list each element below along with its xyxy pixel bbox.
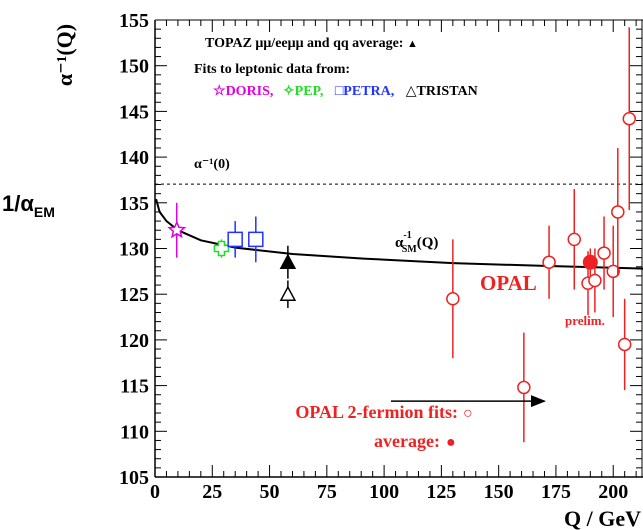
x-axis-title: Q / GeV	[564, 506, 641, 530]
opal-fits-text: OPAL 2-fermion fits:	[295, 402, 458, 422]
axes: 105 110 115 120 125 130 135 140 145 150 155 0 25 50 75…	[119, 10, 643, 503]
petra-point	[227, 221, 243, 258]
legend-petra-marker: □	[335, 84, 344, 99]
x-tick-label: 25	[202, 481, 222, 503]
prelim-label: prelim.	[565, 313, 605, 328]
reference-line-label: α⁻¹(0)	[194, 157, 230, 172]
legend-topaz-text: TOPAZ μμ/eeμμ and qq average:	[205, 36, 403, 51]
opal-average-label: average:	[374, 431, 440, 451]
y-tick-label: 125	[119, 284, 149, 306]
opal-fits-label: OPAL 2-fermion fits:	[295, 402, 458, 422]
sm-curve-label-tail: (Q)	[417, 235, 439, 251]
topaz-point	[279, 245, 297, 279]
opal-2-fermion-fits-marker	[622, 111, 637, 126]
opal-2-fermion-fits-point	[606, 225, 620, 318]
y-tick-label: 155	[119, 10, 149, 32]
opal-average-marker: ●	[446, 434, 456, 451]
legend: TOPAZ μμ/eeμμ and qq average: ▲ Fits to …	[194, 36, 478, 99]
y-tick-label: 140	[119, 147, 149, 169]
opal-2-fermion-fits-marker	[588, 273, 602, 288]
petra-marker	[227, 231, 243, 248]
opal-2-fermion-fits-point	[446, 239, 460, 359]
data-points	[167, 27, 637, 443]
legend-tristan-marker: △	[406, 84, 417, 99]
legend-doris-marker: ☆	[213, 83, 226, 99]
opal-2-fermion-fits-marker	[597, 246, 611, 260]
legend-fits-line: Fits to leptonic data from:	[194, 62, 350, 77]
sm-curve-label: α-1 SM(Q)	[395, 230, 438, 255]
opal-label: OPAL	[480, 271, 537, 295]
legend-tristan-label: TRISTAN	[417, 84, 478, 99]
doris-point	[167, 202, 187, 258]
legend-topaz-line: TOPAZ μμ/eeμμ and qq average: ▲	[205, 36, 418, 51]
legend-doris-label: DORIS,	[226, 84, 274, 99]
tristan-marker	[279, 285, 297, 301]
opal-2-fermion-fits-point	[611, 147, 625, 276]
opal-2-fermion-fits-marker	[517, 380, 531, 395]
x-tick-label: 200	[598, 481, 628, 503]
pep-marker	[213, 240, 230, 257]
legend-topaz-marker: ▲	[407, 38, 418, 50]
y-tick-label: 115	[120, 376, 149, 398]
legend-entries: ☆DORIS, ✧PEP, □PETRA, △TRISTAN	[213, 83, 478, 99]
opal-2-fermion-fits-marker	[542, 255, 556, 269]
x-tick-label: 175	[541, 481, 571, 503]
opal-2-fermion-fits-marker	[567, 232, 582, 247]
opal-2-fermion-fits-marker	[606, 264, 620, 279]
topaz-marker	[279, 253, 297, 269]
left-axis-label: 1/αEM	[2, 191, 55, 220]
opal-2-fermion-fits-point	[622, 27, 637, 211]
legend-pep-label: PEP,	[295, 84, 324, 99]
y-tick-label: 145	[119, 101, 149, 123]
y-tick-label: 105	[119, 467, 149, 489]
opal-2-fermion-fits-point	[567, 189, 582, 290]
left-axis-label-sub: EM	[34, 204, 55, 220]
opal-2-fermion-fits-point	[517, 332, 531, 443]
opal-fits-marker: ○	[463, 405, 473, 422]
y-tick-label: 120	[119, 330, 149, 352]
x-tick-label: 75	[317, 481, 337, 503]
legend-pep-marker: ✧	[283, 84, 295, 99]
x-tick-label: 50	[260, 481, 280, 503]
y-tick-label: 110	[120, 421, 149, 443]
opal-2-fermion-fits-point	[542, 225, 556, 299]
sm-curve-label-sup: -1	[403, 230, 411, 241]
doris-marker	[167, 220, 187, 239]
pep-point	[213, 239, 230, 258]
legend-petra-label: PETRA,	[343, 84, 394, 99]
x-tick-label: 125	[426, 481, 456, 503]
opal-2-fermion-fits-marker	[617, 337, 632, 352]
y-tick-label: 130	[119, 239, 149, 261]
x-tick-label: 100	[369, 481, 399, 503]
left-axis-label-main: 1/α	[2, 191, 34, 216]
opal-average-marker	[582, 254, 598, 270]
tristan-point	[279, 280, 297, 308]
opal-2-fermion-fits-marker	[611, 205, 625, 219]
opal-2-fermion-fits-point	[617, 298, 632, 391]
opal-2-fermion-fits-marker	[446, 292, 460, 306]
opal-2-fermion-fits-point	[597, 216, 611, 290]
x-tick-label: 150	[484, 481, 514, 503]
y-tick-label: 135	[119, 193, 149, 215]
x-tick-label: 0	[150, 481, 160, 503]
y-tick-label: 150	[119, 56, 149, 78]
sm-curve-label-main: α	[395, 235, 404, 251]
y-axis-title: α⁻¹(Q)	[52, 24, 77, 86]
petra-point	[248, 216, 264, 263]
petra-marker	[248, 231, 264, 248]
opal-average-point	[582, 248, 598, 276]
sm-curve-label-sub: SM	[402, 244, 418, 255]
